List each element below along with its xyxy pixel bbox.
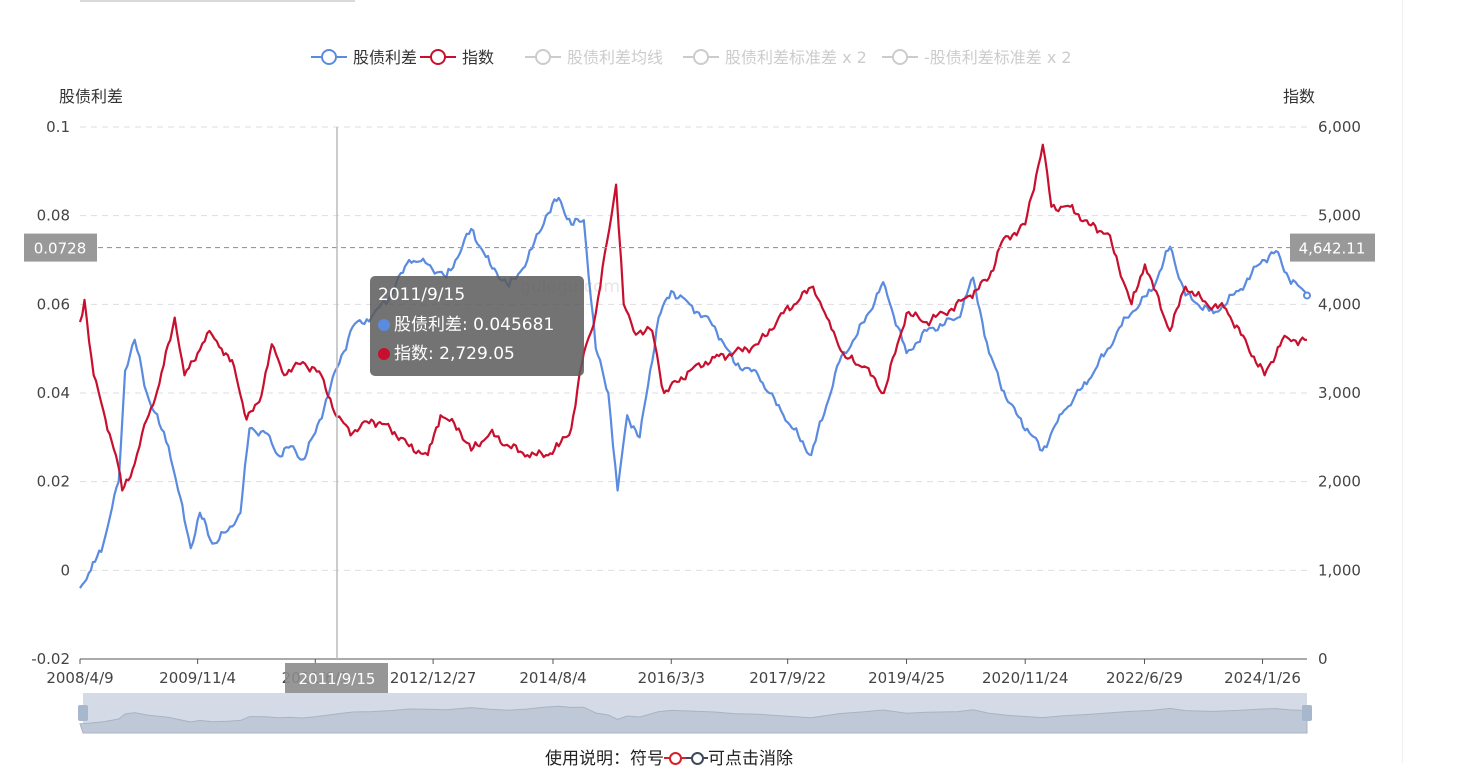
tooltip-spread-value: 0.045681 <box>473 315 555 335</box>
y-right-tick-label: 2,000 <box>1318 473 1361 491</box>
usage-note: 使用说明：符号 可点击消除 <box>545 744 793 769</box>
x-tick-label: 2012/12/27 <box>390 669 476 687</box>
value-markline: 0.0728 4,642.11 <box>24 233 1375 262</box>
tooltip-index-name: 指数 <box>394 344 428 364</box>
legend-circle-icon-1 <box>430 49 446 65</box>
y-left-tick-label: -0.02 <box>31 650 70 668</box>
tooltip-index-value: 2,729.05 <box>439 344 515 364</box>
legend: 股债利差 指数 股债利差均线 股债利差标准差 x 2 -股债利差标准差 x 2 <box>311 48 1072 67</box>
crosshair-label: 2011/9/15 <box>299 670 376 688</box>
series-line-0 <box>79 196 1308 589</box>
tooltip-spread-name: 股债利差 <box>394 315 462 335</box>
slider-handle-right-icon[interactable] <box>1302 705 1312 721</box>
markline-right-value: 4,642.11 <box>1299 240 1366 258</box>
legend-label-1: 指数 <box>462 48 494 67</box>
y-right-tick-label: 3,000 <box>1318 384 1361 402</box>
legend-circle-icon-3 <box>693 49 709 65</box>
y-right-tick-label: 4,000 <box>1318 295 1361 313</box>
y-left-tick-label: 0.08 <box>37 207 70 225</box>
x-tick-label: 2017/9/22 <box>749 669 826 687</box>
y-axis-right-title: 指数 <box>1283 87 1315 106</box>
x-tick-label: 2016/3/3 <box>638 669 705 687</box>
grid-lines <box>80 126 1307 571</box>
y-left-tick-label: 0.02 <box>37 473 70 491</box>
legend-item-4[interactable]: -股债利差标准差 x 2 <box>882 48 1072 67</box>
x-axis: 2008/4/92009/11/42011/6/12012/12/272014/… <box>46 658 1307 687</box>
series-line-1 <box>78 143 1307 492</box>
markline-left-value: 0.0728 <box>34 240 87 258</box>
y-left-tick-label: 0.04 <box>37 384 70 402</box>
y-left-tick-label: 0.06 <box>37 295 70 313</box>
y-axis-left-ticks: -0.02 0 0.02 0.04 0.06 0.08 0.1 <box>31 118 70 668</box>
slider-handle-left-icon[interactable] <box>78 705 88 721</box>
y-right-tick-label: 0 <box>1318 650 1328 668</box>
legend-circle-icon-2 <box>535 49 551 65</box>
legend-circle-icon-4 <box>892 49 908 65</box>
markline-left-badge <box>24 233 97 262</box>
tooltip: 2011/9/15 股债利差: 0.045681 指数: 2,729.05 <box>370 276 584 376</box>
y-left-tick-label: 0 <box>60 561 70 579</box>
series-group <box>78 143 1311 589</box>
usage-label: 使用说明：符号 <box>545 749 664 769</box>
x-tick-label: 2019/4/25 <box>868 669 945 687</box>
x-tick-label: 2024/1/26 <box>1224 669 1301 687</box>
top-divider <box>80 0 355 2</box>
tooltip-dot-spread <box>378 319 390 331</box>
x-tick-label: 2022/6/29 <box>1106 669 1183 687</box>
legend-symbol-red-icon <box>664 751 686 765</box>
x-tick-label: 2014/8/4 <box>519 669 586 687</box>
crosshair-label-box <box>284 663 388 693</box>
series-end-point <box>1303 291 1311 300</box>
usage-tail: 可点击消除 <box>708 749 793 769</box>
y-right-tick-label: 5,000 <box>1318 207 1361 225</box>
legend-item-1[interactable]: 指数 <box>420 48 494 67</box>
crosshair: 2011/9/15 <box>284 127 388 693</box>
slider-preview <box>79 705 1308 734</box>
legend-item-3[interactable]: 股债利差标准差 x 2 <box>683 48 867 67</box>
x-tick-label: 2009/11/4 <box>159 669 236 687</box>
tooltip-date: 2011/9/15 <box>378 285 466 305</box>
x-tick-label: 2008/4/9 <box>46 669 113 687</box>
markline-right-badge <box>1290 233 1375 262</box>
tooltip-row-index: 指数: 2,729.05 <box>378 340 576 369</box>
y-left-tick-label: 0.1 <box>46 118 70 136</box>
legend-circle-icon-0 <box>321 49 337 65</box>
legend-label-2: 股债利差均线 <box>567 48 663 67</box>
y-right-tick-label: 1,000 <box>1318 561 1361 579</box>
y-axis-right-ticks: 0 1,000 2,000 3,000 4,000 5,000 6,000 <box>1318 118 1361 668</box>
y-axis-left-title: 股债利差 <box>59 87 123 106</box>
legend-item-2[interactable]: 股债利差均线 <box>525 48 663 67</box>
tooltip-row-spread: 股债利差: 0.045681 <box>378 311 576 340</box>
right-divider <box>1402 0 1403 763</box>
legend-label-0: 股债利差 <box>353 48 417 67</box>
legend-label-4: -股债利差标准差 x 2 <box>924 48 1072 67</box>
legend-item-0[interactable]: 股债利差 <box>311 48 417 67</box>
tooltip-dot-index <box>378 348 390 360</box>
datazoom-slider[interactable] <box>78 693 1312 734</box>
x-tick-label: 2020/11/24 <box>982 669 1068 687</box>
legend-label-3: 股债利差标准差 x 2 <box>725 48 867 67</box>
y-right-tick-label: 6,000 <box>1318 118 1361 136</box>
